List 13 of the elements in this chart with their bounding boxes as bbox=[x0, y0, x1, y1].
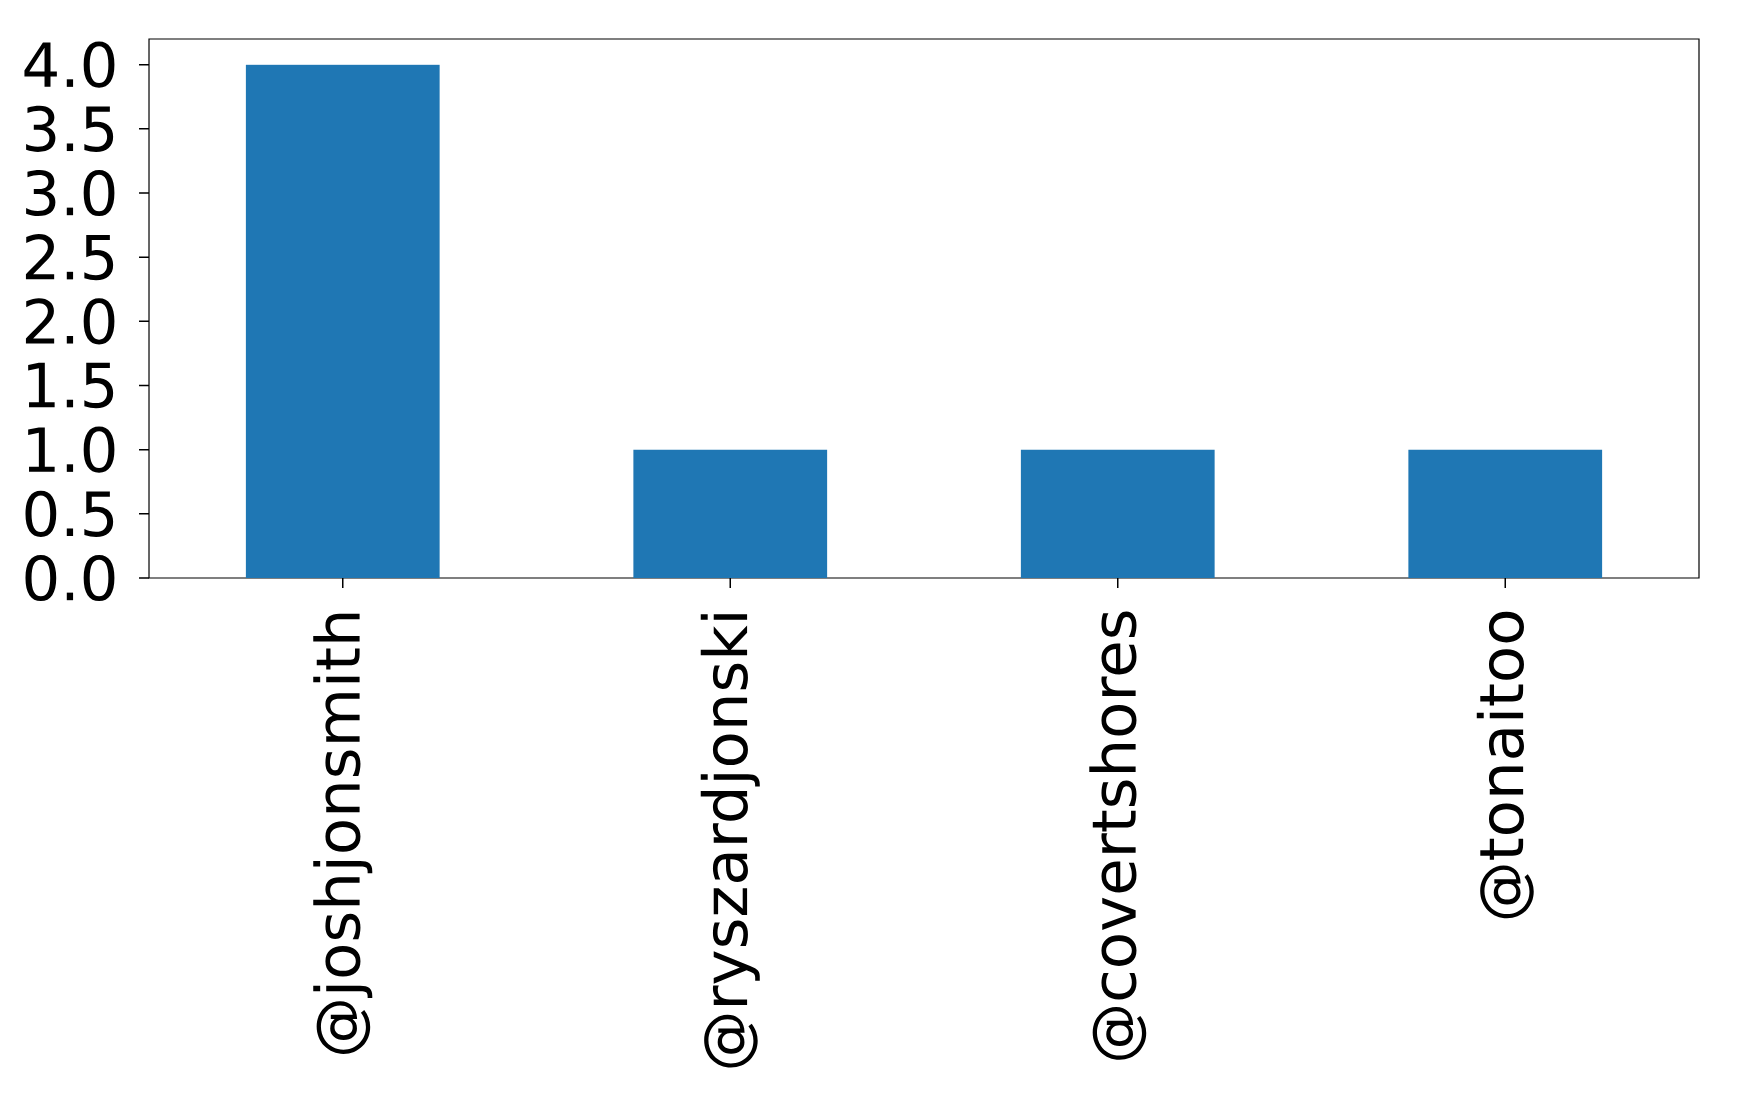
x-tick-label: @tonaitoo bbox=[1476, 611, 1534, 919]
y-tick-label: 2.0 bbox=[25, 298, 115, 345]
y-tick-label: 1.5 bbox=[28, 362, 114, 409]
y-tick-label: 3.0 bbox=[26, 169, 115, 217]
y-tick-label: 0.0 bbox=[25, 554, 115, 602]
x-tick-label: @joshjonsmith bbox=[313, 613, 373, 1054]
x-tick-label: @covertshores bbox=[1089, 611, 1147, 1060]
x-tick-label: @ryszardjonski bbox=[700, 614, 760, 1068]
y-tick-label: 2.5 bbox=[25, 234, 114, 281]
y-tick-label: 1.0 bbox=[28, 426, 115, 473]
y-tick-label: 4.0 bbox=[24, 41, 115, 88]
y-tick-label: 0.5 bbox=[25, 490, 114, 537]
y-tick-label: 3.5 bbox=[26, 105, 114, 152]
